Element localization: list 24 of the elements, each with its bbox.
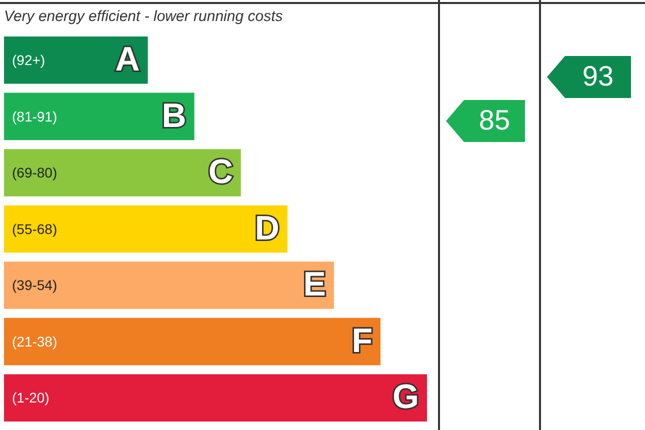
- y-tick-label: (81-91): [12, 108, 58, 124]
- text: 85: [478, 104, 510, 136]
- annotation: A: [115, 40, 140, 79]
- bar: [4, 205, 288, 253]
- annotation: G: [392, 378, 419, 416]
- chart-title: Very energy efficient - lower running costs: [4, 8, 284, 26]
- annotation: C: [208, 153, 233, 192]
- y-tick-label: (92+): [12, 52, 46, 68]
- y-tick-label: (69-80): [12, 164, 58, 181]
- bar: [4, 374, 427, 422]
- bar: [4, 36, 148, 84]
- bar: [4, 318, 380, 366]
- y-tick-label: (21-38): [12, 333, 58, 350]
- bar: [4, 262, 334, 309]
- y-tick-label: (39-54): [12, 277, 58, 294]
- annotation: B: [162, 96, 186, 135]
- text: 93: [582, 60, 614, 92]
- y-tick-label: (1-20): [12, 390, 50, 406]
- annotation: D: [254, 209, 280, 248]
- y-tick-label: (55-68): [12, 220, 58, 237]
- bar: [4, 149, 241, 196]
- annotation: E: [303, 266, 326, 304]
- bar: [4, 92, 194, 140]
- annotation: F: [352, 322, 372, 360]
